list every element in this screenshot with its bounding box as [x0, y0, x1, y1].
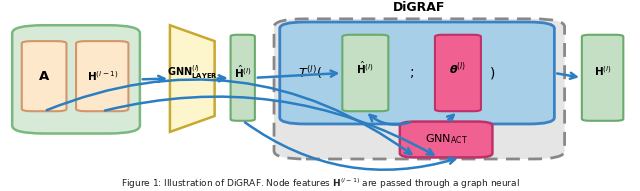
FancyBboxPatch shape — [400, 121, 492, 157]
Text: Figure 1: Illustration of DiGRAF. Node features $\mathbf{H}^{(l-1)}$ are passed : Figure 1: Illustration of DiGRAF. Node f… — [120, 176, 520, 191]
FancyBboxPatch shape — [280, 22, 554, 124]
FancyBboxPatch shape — [76, 41, 129, 111]
Text: $\hat{\mathbf{H}}^{(l)}$: $\hat{\mathbf{H}}^{(l)}$ — [234, 63, 252, 79]
Text: $)$: $)$ — [490, 65, 495, 81]
FancyBboxPatch shape — [435, 35, 481, 111]
FancyBboxPatch shape — [342, 35, 388, 111]
FancyBboxPatch shape — [22, 41, 67, 111]
FancyBboxPatch shape — [12, 25, 140, 134]
Text: $\mathbf{H}^{(l)}$: $\mathbf{H}^{(l)}$ — [594, 65, 611, 78]
Text: $\mathbf{GNN}^{(l)}_{\mathbf{LAYER}}$: $\mathbf{GNN}^{(l)}_{\mathbf{LAYER}}$ — [167, 63, 218, 81]
Text: DiGRAF: DiGRAF — [393, 1, 445, 14]
FancyBboxPatch shape — [230, 35, 255, 121]
Text: $\mathrm{GNN}_{\mathrm{ACT}}$: $\mathrm{GNN}_{\mathrm{ACT}}$ — [425, 133, 468, 146]
Text: $\boldsymbol{\theta}^{(l)}$: $\boldsymbol{\theta}^{(l)}$ — [449, 60, 467, 77]
Text: $;$: $;$ — [409, 66, 414, 80]
Text: $\mathbf{A}$: $\mathbf{A}$ — [38, 70, 50, 83]
Text: $\hat{\mathbf{H}}^{(l)}$: $\hat{\mathbf{H}}^{(l)}$ — [356, 60, 374, 76]
Polygon shape — [170, 25, 214, 132]
Text: $\mathit{T}^{(l)}($: $\mathit{T}^{(l)}($ — [298, 65, 323, 81]
Text: $\mathbf{H}^{(l-1)}$: $\mathbf{H}^{(l-1)}$ — [86, 69, 118, 83]
FancyBboxPatch shape — [274, 19, 564, 159]
FancyBboxPatch shape — [582, 35, 623, 121]
